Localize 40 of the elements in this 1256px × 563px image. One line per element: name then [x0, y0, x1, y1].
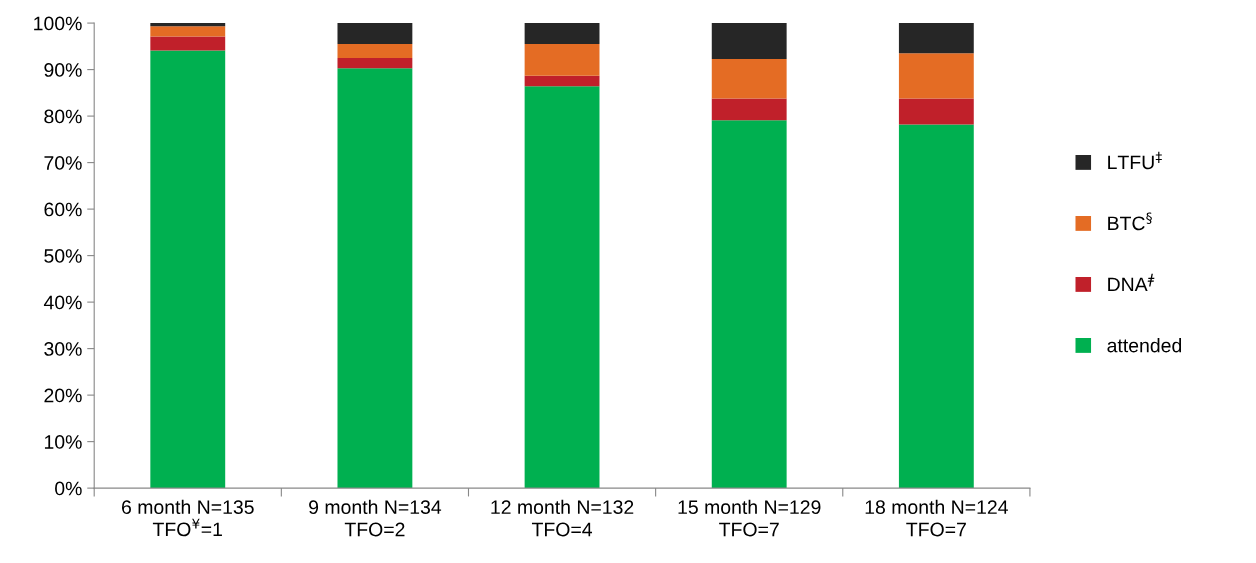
y-tick-label: 80% [44, 109, 82, 124]
legend-label: DNA$^{ǂ}$ [1108, 273, 1155, 292]
x-tick-label: 9 month N=134 TFO=2 [309, 499, 442, 537]
bar [898, 98, 974, 125]
bar [337, 57, 413, 69]
bar [711, 120, 787, 489]
bar [337, 68, 413, 489]
bar [150, 26, 226, 37]
bar [524, 75, 600, 87]
bar [898, 124, 974, 489]
y-tick-label: 90% [44, 63, 82, 77]
y-tick-label: 70% [44, 156, 82, 170]
y-tick-label: 20% [44, 388, 82, 403]
y-tick-label: 40% [43, 295, 82, 310]
bar [150, 50, 226, 489]
bar [337, 44, 413, 58]
legend-label: LTFU$^{‡}$ [1108, 151, 1162, 170]
y-tick-label: 10% [44, 435, 82, 449]
bar [711, 23, 787, 59]
bar [524, 86, 600, 489]
bar [337, 23, 413, 45]
bar [524, 23, 600, 45]
y-tick-label: 30% [44, 342, 82, 356]
x-tick-label: 15 month N=129 TFO=7 [678, 499, 821, 537]
bar [524, 44, 600, 76]
bar [898, 53, 974, 99]
bar [711, 58, 787, 99]
y-tick-label: 0% [55, 481, 82, 496]
y-tick-label: 100% [34, 16, 82, 31]
legend-label: attended [1107, 338, 1182, 353]
y-tick-label: 50% [44, 249, 82, 263]
bar [150, 36, 226, 51]
bar [711, 98, 787, 121]
legend-label: BTC$^{§}$ [1108, 212, 1152, 231]
bar [150, 23, 226, 27]
bar [898, 23, 974, 54]
x-tick-label: 12 month N=132 TFO=4 [491, 499, 634, 537]
x-tick-label: 6 month N=135 TFO$^{¥}$=1 [122, 499, 254, 537]
x-tick-label: 18 month N=124 TFO=7 [865, 499, 1008, 537]
y-tick-label: 60% [44, 202, 82, 217]
